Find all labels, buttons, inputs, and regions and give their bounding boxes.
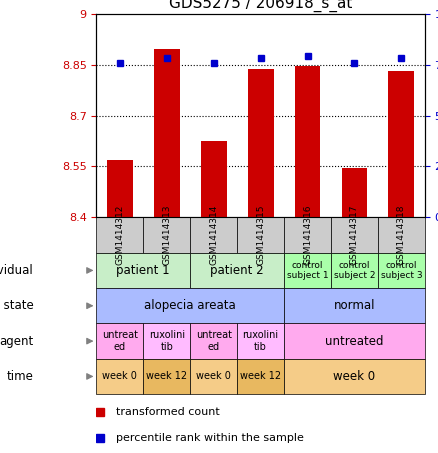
Bar [237,359,284,394]
Text: time: time [7,370,34,383]
Bar [107,160,133,217]
Bar [237,217,284,253]
Bar [331,217,378,253]
Text: disease state: disease state [0,299,34,312]
Bar [143,359,190,394]
Text: GSM1414315: GSM1414315 [256,205,265,265]
Text: control
subject 1: control subject 1 [287,261,328,280]
Bar [331,253,378,288]
Title: GDS5275 / 206918_s_at: GDS5275 / 206918_s_at [169,0,352,12]
Bar [284,323,425,359]
Bar [190,217,237,253]
Bar [284,217,331,253]
Bar [295,66,321,217]
Bar [96,288,284,323]
Bar [284,359,425,394]
Bar [389,71,414,217]
Text: GSM1414316: GSM1414316 [303,205,312,265]
Text: control
subject 3: control subject 3 [381,261,422,280]
Bar [190,253,284,288]
Text: week 0: week 0 [196,371,231,381]
Bar [96,359,143,394]
Bar [237,323,284,359]
Text: patient 2: patient 2 [210,264,264,277]
Text: untreated: untreated [325,335,384,347]
Text: ruxolini
tib: ruxolini tib [148,330,185,352]
Bar [154,49,180,217]
Text: transformed count: transformed count [116,407,220,417]
Bar [96,217,143,253]
Bar [378,253,425,288]
Text: GSM1414314: GSM1414314 [209,205,218,265]
Text: GSM1414317: GSM1414317 [350,205,359,265]
Text: percentile rank within the sample: percentile rank within the sample [116,433,304,443]
Text: normal: normal [334,299,375,312]
Text: agent: agent [0,335,34,347]
Text: individual: individual [0,264,34,277]
Text: week 12: week 12 [146,371,187,381]
Bar [248,69,273,217]
Text: GSM1414312: GSM1414312 [115,205,124,265]
Bar [201,141,226,217]
Bar [378,217,425,253]
Text: patient 1: patient 1 [117,264,170,277]
Text: alopecia areata: alopecia areata [145,299,236,312]
Bar [190,323,237,359]
Bar [96,323,143,359]
Text: GSM1414318: GSM1414318 [397,205,406,265]
Text: ruxolini
tib: ruxolini tib [243,330,279,352]
Bar [143,217,190,253]
Bar [284,253,331,288]
Text: week 0: week 0 [333,370,375,383]
Bar [190,359,237,394]
Text: GSM1414313: GSM1414313 [162,205,171,265]
Bar [143,323,190,359]
Text: control
subject 2: control subject 2 [334,261,375,280]
Bar [284,288,425,323]
Text: week 0: week 0 [102,371,137,381]
Text: untreat
ed: untreat ed [196,330,232,352]
Text: untreat
ed: untreat ed [102,330,138,352]
Bar [96,253,190,288]
Text: week 12: week 12 [240,371,281,381]
Bar [342,168,367,217]
